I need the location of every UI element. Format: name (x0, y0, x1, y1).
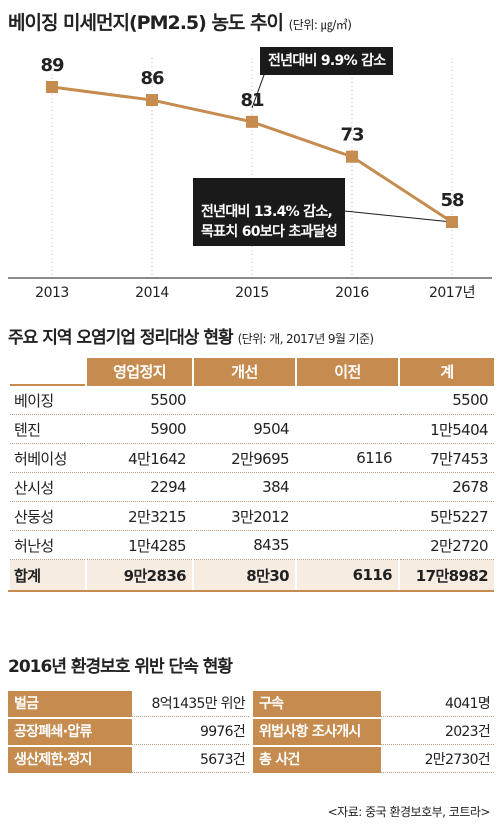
table-row: 허난성 1만4285 8435 2만2720 (8, 530, 494, 560)
table-row: 톈진 5900 9504 1만5404 (8, 414, 494, 444)
region-cell: 베이징 (8, 384, 86, 415)
table-cell: 2만2720 (398, 530, 494, 560)
callout-2015: 전년대비 9.9% 감소 (260, 47, 394, 75)
section2-unit: (단위: 개, 2017년 9월 기준) (237, 332, 375, 346)
total-cell: 6116 (295, 559, 399, 592)
data-point (146, 94, 158, 107)
table-cell: 5만5227 (398, 501, 494, 531)
table-cell: 2만9695 (192, 443, 296, 473)
x-tick-label: 2015 (235, 285, 269, 300)
table-row: 산둥성 2만3215 3만2012 5만5227 (8, 501, 494, 531)
table-cell (295, 472, 399, 502)
callout-2015-text: 전년대비 9.9% 감소 (268, 53, 386, 69)
x-tick-label: 2014 (135, 285, 169, 300)
item-value: 5673건 (132, 747, 249, 773)
data-label: 58 (440, 190, 464, 211)
table-total-row: 합계 9만2836 8만30 6116 17만8982 (8, 559, 494, 592)
table-cell: 9504 (192, 414, 296, 444)
section2-title-text: 주요 지역 오염기업 정리대상 현황 (8, 328, 234, 348)
total-label: 합계 (8, 559, 86, 592)
chart-unit: (단위: ㎍/㎥) (288, 18, 352, 32)
table-header-cell: 영업정지 (85, 358, 193, 385)
table-cell: 6116 (295, 443, 399, 473)
table-cell: 4만1642 (85, 443, 193, 473)
source-note: <자료: 중국 환경보호부, 코트라> (327, 805, 491, 819)
item-label: 생산제한·정지 (8, 747, 132, 773)
list-item: 구속 4041명 (253, 691, 494, 719)
data-label: 81 (240, 90, 264, 111)
table-header-cell: 개선 (192, 358, 296, 385)
item-label: 벌금 (8, 691, 132, 717)
enforcement-left-list: 벌금 8억1435만 위안 공장폐쇄·압류 9976건 생산제한·정지 5673… (8, 691, 249, 775)
region-cell: 허난성 (8, 530, 86, 560)
total-cell: 8만30 (192, 559, 296, 592)
table-cell: 2294 (85, 472, 193, 502)
table-cell: 8435 (192, 530, 296, 560)
table-cell (295, 384, 399, 415)
table-cell: 3만2012 (192, 501, 296, 531)
item-label: 공장폐쇄·압류 (8, 719, 132, 745)
section2-title: 주요 지역 오염기업 정리대상 현황 (단위: 개, 2017년 9월 기준) (8, 323, 374, 348)
table-header-row: 영업정지 개선 이전 계 (9, 358, 494, 385)
table-cell (295, 530, 399, 560)
table-cell: 5500 (398, 384, 494, 415)
data-point (246, 115, 258, 128)
callout-2017: 전년대비 13.4% 감소, 목표치 60보다 초과달성 (193, 178, 346, 246)
data-point (46, 81, 58, 93)
region-cell: 톈진 (8, 414, 86, 444)
item-label: 구속 (253, 691, 381, 717)
item-value: 2만2730건 (381, 747, 494, 773)
table-cell (295, 414, 399, 444)
line-chart: 89 86 81 73 58 2013 2014 2015 2016 2017년 (8, 55, 492, 300)
table-row: 베이징 5500 5500 (8, 384, 494, 415)
total-cell: 9만2836 (85, 559, 193, 592)
table-cell (192, 384, 296, 415)
table-header-cell: 계 (398, 358, 494, 385)
x-tick-label: 2017년 (429, 285, 475, 300)
callout-2017-leader (334, 209, 453, 223)
table-cell: 2만3215 (85, 501, 193, 531)
list-item: 벌금 8억1435만 위안 (8, 691, 249, 719)
item-value: 8억1435만 위안 (132, 691, 249, 717)
region-cell: 산시성 (8, 472, 86, 502)
table-cell: 7만7453 (398, 443, 494, 473)
chart-title: 베이징 미세먼지(PM2.5) 농도 추이 (단위: ㎍/㎥) (8, 8, 352, 35)
chart-title-text: 베이징 미세먼지(PM2.5) 농도 추이 (8, 12, 284, 34)
item-value: 2023건 (381, 719, 494, 745)
table-cell: 5900 (85, 414, 193, 444)
list-item: 공장폐쇄·압류 9976건 (8, 719, 249, 747)
section3-title: 2016년 환경보호 위반 단속 현황 (8, 657, 233, 677)
total-cell: 17만8982 (398, 559, 494, 592)
data-label: 89 (40, 55, 64, 76)
list-item: 위법사항 조사개시 2023건 (253, 719, 494, 747)
enforcement-right-list: 구속 4041명 위법사항 조사개시 2023건 총 사건 2만2730건 (253, 691, 494, 775)
table-cell (295, 501, 399, 531)
item-value: 9976건 (132, 719, 249, 745)
table-cell: 1만4285 (85, 530, 193, 560)
list-item: 생산제한·정지 5673건 (8, 747, 249, 775)
region-cell: 허베이성 (8, 443, 86, 473)
data-label: 86 (140, 68, 164, 89)
item-label: 위법사항 조사개시 (253, 719, 381, 745)
region-cell: 산둥성 (8, 501, 86, 531)
item-label: 총 사건 (253, 747, 381, 773)
enterprise-table: 영업정지 개선 이전 계 베이징 5500 5500 톈진 5900 9504 … (8, 358, 494, 592)
table-header-cell: 이전 (295, 358, 399, 385)
table-cell: 2678 (398, 472, 494, 502)
table-row: 산시성 2294 384 2678 (8, 472, 494, 502)
item-value: 4041명 (381, 691, 494, 717)
table-cell: 1만5404 (398, 414, 494, 444)
table-row: 허베이성 4만1642 2만9695 6116 7만7453 (8, 443, 494, 473)
x-tick-label: 2013 (35, 285, 69, 300)
x-tick-label: 2016 (335, 285, 369, 300)
table-cell: 5500 (85, 384, 193, 415)
data-point (446, 216, 458, 228)
table-cell: 384 (192, 472, 296, 502)
table-header-cell (9, 358, 86, 385)
data-label: 73 (340, 125, 364, 146)
data-point (346, 150, 358, 163)
list-item: 총 사건 2만2730건 (253, 747, 494, 775)
callout-2017-text: 전년대비 13.4% 감소, 목표치 60보다 초과달성 (201, 204, 338, 240)
